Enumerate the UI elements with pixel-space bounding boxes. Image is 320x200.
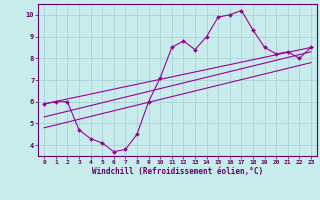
X-axis label: Windchill (Refroidissement éolien,°C): Windchill (Refroidissement éolien,°C) — [92, 167, 263, 176]
